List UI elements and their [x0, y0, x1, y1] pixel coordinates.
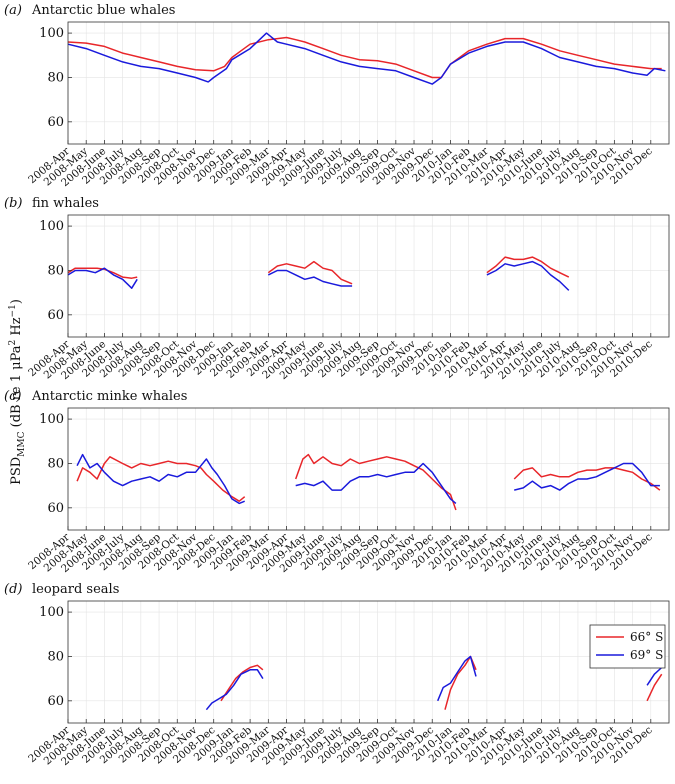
plot-frame [67, 21, 670, 145]
series-line-66s [646, 673, 663, 702]
y-label-rest3: ) [9, 299, 24, 304]
series-line-69s [67, 267, 138, 289]
y-tick-label: 100 [39, 412, 64, 427]
series-line-69s [295, 462, 457, 504]
y-label-rest2: Hz [9, 317, 24, 339]
series-line-69s [437, 655, 477, 702]
panel-label: (a) [4, 3, 22, 18]
y-tick-label: 80 [47, 649, 64, 664]
y-tick-label: 60 [47, 308, 64, 323]
panel-title: Antarctic blue whales [31, 3, 175, 18]
series-line-66s [220, 664, 264, 702]
series-line-66s [267, 260, 353, 285]
legend: 66° S 69° S [589, 624, 666, 669]
panel-3: 60801002008-Apr2008-May2008-June2008-Jul… [4, 389, 670, 575]
series-line-66s [76, 456, 246, 502]
y-tick-label: 100 [39, 219, 64, 234]
y-tick-label: 100 [39, 26, 64, 41]
series-line-66s [67, 36, 662, 79]
series-line-69s [76, 453, 245, 505]
series-line-66s [294, 453, 457, 511]
panel-label: (d) [4, 582, 22, 597]
series-line-69s [267, 269, 353, 287]
legend-box [589, 624, 666, 669]
panel-title: fin whales [32, 196, 99, 211]
y-label-sup1: 2 [8, 340, 18, 346]
y-label-sup2: −1 [8, 304, 18, 317]
series-line-69s [486, 260, 570, 291]
panel-4: 60801002008-Apr2008-May2008-June2008-Jul… [4, 582, 670, 768]
panel-title: leopard seals [32, 582, 119, 597]
series-line-66s [513, 467, 661, 491]
y-tick-label: 80 [47, 70, 64, 85]
series-line-66s [67, 267, 138, 279]
y-label-main: PSD [9, 457, 24, 485]
series-line-69s [646, 666, 663, 686]
y-tick-label: 80 [47, 263, 64, 278]
legend-label-69s: 69° S [630, 648, 663, 662]
y-label-sub: MMC [17, 431, 27, 456]
plot-frame [67, 407, 670, 531]
y-tick-label: 60 [47, 115, 64, 130]
y-tick-label: 60 [47, 694, 64, 709]
series-line-69s [67, 32, 666, 85]
plot-frame [67, 600, 670, 724]
y-tick-label: 60 [47, 501, 64, 516]
panel-label: (b) [4, 196, 22, 211]
panels-layer: 60801002008-Apr2008-May2008-June2008-Jul… [4, 3, 670, 768]
series-line-69s [514, 462, 660, 491]
panel-title: Antarctic minke whales [31, 389, 187, 404]
series-line-69s [205, 669, 264, 711]
panel-label: (c) [4, 389, 21, 404]
panel-1: 60801002008-Apr2008-May2008-June2008-Jul… [4, 3, 670, 189]
legend-label-66s: 66° S [630, 630, 663, 644]
y-tick-label: 100 [39, 605, 64, 620]
plot-frame [67, 214, 670, 338]
panel-2: 60801002008-Apr2008-May2008-June2008-Jul… [4, 196, 670, 382]
y-axis-label: PSDMMC (dB re 1 μPa2 Hz−1) [8, 299, 27, 485]
series-line-66s [486, 256, 570, 278]
y-label-rest1: (dB re 1 μPa [9, 345, 24, 431]
y-tick-label: 80 [47, 456, 64, 471]
